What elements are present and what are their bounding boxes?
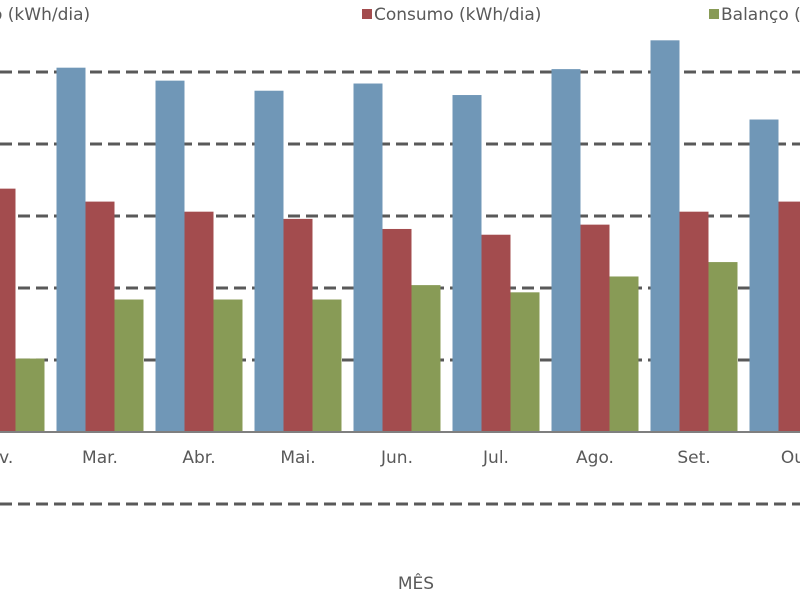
bar [679, 211, 709, 432]
bar [510, 292, 540, 432]
legend-marker [362, 9, 372, 19]
bar [283, 218, 313, 432]
legend-label: o (kWh/dia) [0, 5, 90, 25]
bar [708, 262, 738, 432]
legend-label: Balanço ( [721, 5, 800, 25]
bar [609, 276, 639, 432]
bar [0, 188, 16, 432]
x-tick-label: Ago. [576, 448, 614, 468]
legend-label: Consumo (kWh/dia) [374, 5, 541, 25]
bar [353, 83, 383, 433]
bar [411, 285, 441, 432]
bar [213, 299, 243, 432]
bar [481, 234, 511, 432]
legend-marker [709, 9, 719, 19]
bar [312, 299, 342, 432]
x-tick-label: Jun. [380, 448, 413, 468]
bar [580, 224, 610, 432]
x-tick-label: Mai. [280, 448, 315, 468]
x-axis-label: MÊS [398, 572, 434, 594]
x-tick-label: Abr. [182, 448, 215, 468]
x-tick-label: Jul. [482, 448, 509, 468]
bar [15, 358, 45, 432]
bar [254, 90, 284, 432]
x-tick-label: Mar. [82, 448, 118, 468]
bar [85, 201, 115, 432]
bar [382, 228, 412, 432]
bar [155, 80, 185, 432]
x-tick-label: ev. [0, 448, 13, 468]
bar [56, 67, 86, 433]
bar [650, 40, 680, 432]
bar [114, 299, 144, 432]
x-tick-label: Ou [781, 448, 800, 468]
bar [749, 119, 779, 433]
bar [452, 95, 482, 432]
bar [184, 211, 214, 432]
bar [778, 201, 800, 432]
bar [551, 69, 581, 433]
x-tick-label: Set. [677, 448, 710, 468]
